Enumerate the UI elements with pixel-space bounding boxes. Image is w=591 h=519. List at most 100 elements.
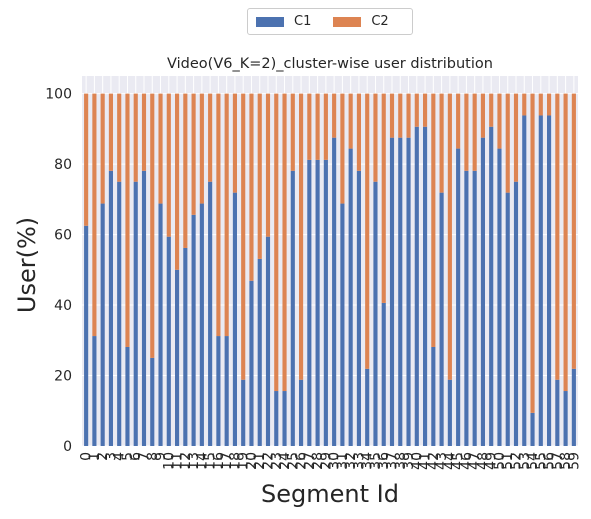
bar-c1-48 (480, 137, 485, 446)
bar-c2-32 (348, 93, 353, 149)
bar-c1-55 (538, 115, 543, 446)
x-tick-label: 5 (120, 452, 136, 461)
x-tick-label: 47 (467, 452, 483, 470)
bar-c1-39 (406, 137, 411, 446)
bar-c2-55 (538, 93, 543, 116)
x-tick-label: 14 (194, 452, 210, 470)
bar-c2-28 (315, 93, 320, 160)
bar-c1-41 (423, 126, 428, 446)
plot-background (82, 76, 578, 446)
bar-c1-45 (456, 148, 461, 447)
bar-c1-47 (472, 170, 477, 447)
bar-c2-17 (224, 93, 229, 337)
x-tick-label: 57 (550, 452, 566, 470)
x-tick-label: 44 (442, 452, 458, 470)
bar-c1-36 (381, 302, 386, 446)
bar-c2-14 (199, 93, 204, 204)
bar-c2-25 (290, 93, 295, 171)
bar-c2-35 (373, 93, 378, 182)
legend-label-c1: C1 (294, 14, 312, 29)
bar-c1-46 (464, 170, 469, 447)
bar-c2-42 (431, 93, 436, 347)
bar-c2-50 (497, 93, 502, 149)
x-tick-label: 8 (145, 452, 161, 461)
bar-c2-39 (406, 93, 411, 138)
bar-c2-1 (92, 93, 97, 337)
bar-c1-34 (365, 368, 370, 446)
bar-c2-49 (489, 93, 494, 127)
x-tick-label: 16 (211, 452, 227, 470)
bar-c1-8 (150, 357, 155, 446)
bar-c1-59 (571, 368, 576, 446)
bar-c2-21 (257, 93, 262, 259)
bar-c1-37 (389, 137, 395, 446)
x-tick-label: 27 (302, 452, 318, 470)
bar-c1-29 (323, 159, 328, 446)
bar-c1-58 (563, 391, 568, 446)
bar-c1-25 (290, 170, 295, 447)
bar-c2-13 (191, 93, 196, 215)
y-tick-labels: 0 20 40 60 80 100 (45, 87, 72, 455)
x-tick-label: 9 (153, 452, 169, 461)
y-tick-label: 80 (54, 157, 72, 173)
x-tick-label: 17 (219, 452, 235, 470)
x-tick-label: 59 (566, 452, 582, 470)
bar-c2-51 (505, 93, 510, 193)
x-tick-labels: 0123456789101112131415161718192021222324… (79, 452, 583, 470)
bar-c2-47 (472, 93, 477, 171)
legend-item-c1: C1 (256, 14, 311, 29)
bar-c1-23 (274, 391, 279, 446)
bar-c1-31 (340, 203, 345, 446)
legend-item-c2: C2 (333, 14, 389, 29)
x-tick-label: 40 (409, 452, 425, 470)
bar-c2-19 (241, 93, 246, 380)
bar-c1-26 (299, 379, 304, 446)
bars (84, 93, 576, 447)
bar-c1-32 (348, 148, 353, 447)
x-tick-label: 36 (376, 452, 392, 470)
x-tick-label: 7 (137, 452, 153, 461)
x-tick-label: 25 (285, 452, 301, 470)
bar-c2-37 (389, 93, 395, 138)
x-tick-label: 24 (277, 452, 293, 470)
bar-c2-8 (150, 93, 155, 358)
bar-c1-4 (117, 181, 122, 446)
bar-c1-28 (315, 159, 320, 446)
x-tick-label: 50 (492, 452, 508, 470)
x-tick-label: 31 (335, 452, 351, 470)
bar-c2-26 (299, 93, 304, 380)
x-tick-label: 41 (418, 452, 434, 470)
x-tick-label: 45 (451, 452, 467, 470)
legend-label-c2: C2 (371, 14, 389, 29)
x-tick-label: 2 (95, 452, 111, 461)
x-tick-label: 46 (459, 452, 475, 470)
plot-area (82, 76, 578, 446)
bar-c1-24 (282, 391, 287, 446)
x-tick-label: 42 (426, 452, 442, 470)
x-tick-label: 52 (509, 452, 525, 470)
bar-c2-0 (84, 93, 89, 226)
x-tick-label: 26 (294, 452, 310, 470)
x-tick-label: 0 (79, 452, 95, 461)
bar-c2-53 (522, 93, 527, 116)
bar-c1-53 (522, 115, 527, 446)
bar-c1-19 (241, 379, 246, 446)
bar-c1-21 (257, 258, 262, 446)
bar-c2-18 (232, 93, 237, 193)
chart-title: Video(V6_K=2)_cluster-wise user distribu… (167, 56, 493, 72)
bar-c1-57 (555, 379, 560, 446)
bar-c2-46 (464, 93, 469, 171)
bar-c2-48 (480, 93, 485, 138)
bar-c2-43 (439, 93, 444, 193)
legend-swatch-c2 (333, 16, 362, 27)
x-tick-label: 21 (252, 452, 268, 470)
bar-c2-34 (365, 93, 370, 369)
bar-c1-38 (398, 137, 403, 446)
bar-c2-31 (340, 93, 345, 204)
bar-c1-14 (199, 203, 204, 446)
bar-c1-3 (108, 170, 113, 447)
bar-c2-24 (282, 93, 287, 392)
bar-c1-56 (547, 115, 552, 446)
bar-c1-54 (530, 412, 535, 446)
